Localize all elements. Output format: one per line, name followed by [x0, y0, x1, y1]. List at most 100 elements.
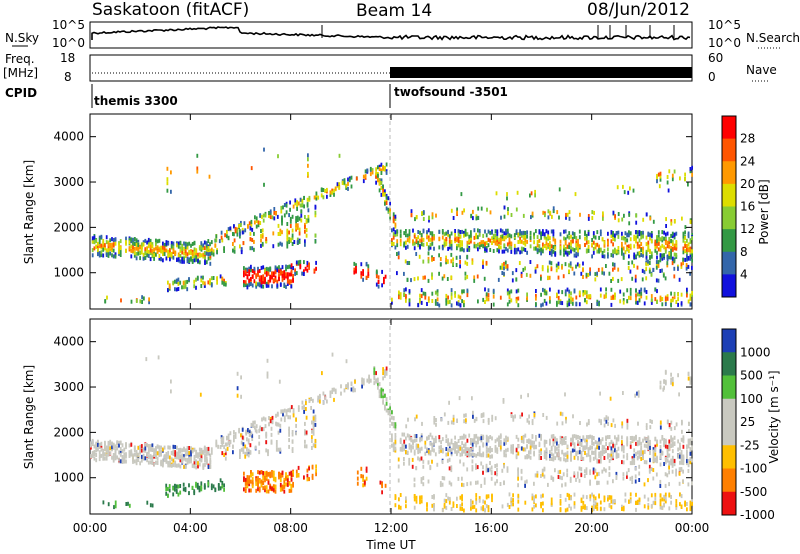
data-cell: [151, 242, 154, 247]
data-cell: [291, 449, 294, 453]
data-cell: [441, 508, 444, 513]
data-cell: [443, 504, 446, 509]
data-cell: [686, 287, 688, 292]
data-cell: [445, 255, 447, 260]
data-cell: [506, 231, 509, 236]
data-cell: [691, 165, 693, 170]
data-cell: [191, 486, 194, 490]
data-cell: [424, 291, 427, 296]
nave-block: [390, 67, 692, 78]
data-cell: [468, 447, 471, 452]
data-cell: [573, 473, 576, 478]
data-cell: [568, 496, 571, 501]
data-cell: [301, 405, 304, 410]
data-cell: [186, 256, 189, 261]
data-cell: [111, 242, 113, 247]
data-cell: [155, 453, 157, 458]
data-cell: [132, 241, 134, 246]
data-cell: [459, 506, 462, 511]
data-cell: [176, 451, 178, 456]
data-cell: [286, 244, 289, 249]
data-cell: [577, 456, 579, 460]
data-cell: [188, 277, 190, 282]
data-cell: [552, 457, 555, 462]
data-cell: [612, 231, 614, 235]
data-cell: [571, 437, 574, 442]
data-cell: [587, 294, 590, 299]
data-cell: [380, 185, 383, 190]
data-cell: [271, 486, 273, 491]
data-cell: [274, 267, 277, 272]
data-cell: [665, 224, 667, 228]
data-cell: [515, 229, 518, 234]
data-cell: [528, 454, 530, 459]
data-cell: [289, 207, 291, 212]
data-cell: [243, 283, 245, 288]
data-cell: [304, 431, 306, 436]
data-cell: [417, 241, 420, 246]
data-cell: [638, 232, 641, 237]
data-cell: [536, 470, 539, 475]
data-cell: [691, 290, 693, 295]
data-cell: [496, 449, 499, 454]
data-cell: [609, 396, 612, 401]
data-cell: [484, 229, 486, 234]
data-cell: [427, 479, 430, 484]
data-cell: [408, 229, 411, 234]
data-cell: [631, 260, 634, 265]
data-cell: [659, 439, 662, 444]
data-cell: [207, 239, 210, 243]
data-cell: [687, 299, 690, 304]
data-cell: [433, 420, 436, 425]
colorbar-tick-label: 12: [740, 222, 755, 236]
data-cell: [585, 495, 588, 500]
data-cell: [642, 438, 644, 443]
data-cell: [469, 481, 472, 486]
data-cell: [622, 252, 625, 257]
data-cell: [621, 241, 623, 246]
data-cell: [274, 478, 277, 483]
data-cell: [622, 391, 624, 395]
data-cell: [253, 266, 256, 271]
data-cell: [382, 388, 384, 393]
data-cell: [657, 241, 660, 246]
data-cell: [621, 435, 623, 440]
data-cell: [550, 457, 553, 461]
data-cell: [119, 459, 122, 464]
data-cell: [426, 507, 428, 512]
data-cell: [135, 251, 138, 256]
data-cell: [182, 482, 185, 487]
data-cell: [592, 436, 595, 440]
data-cell: [664, 456, 667, 461]
data-cell: [571, 247, 574, 252]
data-cell: [410, 448, 413, 453]
data-cell: [305, 444, 308, 449]
data-cell: [528, 439, 530, 444]
data-cell: [356, 481, 359, 486]
data-cell: [666, 419, 669, 424]
data-cell: [470, 214, 473, 219]
data-cell: [671, 256, 674, 261]
data-cell: [459, 435, 462, 440]
data-cell: [438, 229, 441, 234]
data-cell: [585, 471, 588, 475]
data-cell: [209, 457, 212, 462]
data-cell: [506, 266, 509, 271]
data-cell: [394, 422, 397, 427]
data-cell: [406, 450, 409, 455]
data-cell: [427, 259, 430, 264]
data-cell: [424, 275, 426, 280]
data-cell: [652, 468, 655, 472]
data-cell: [287, 415, 290, 420]
data-cell: [657, 247, 660, 252]
data-cell: [655, 260, 658, 265]
data-cell: [624, 240, 627, 245]
data-cell: [677, 453, 679, 458]
data-cell: [288, 471, 291, 476]
data-cell: [524, 480, 526, 485]
data-cell: [267, 489, 270, 494]
data-cell: [561, 449, 564, 454]
data-cell: [635, 300, 637, 305]
data-cell: [580, 467, 583, 472]
data-cell: [433, 441, 435, 446]
